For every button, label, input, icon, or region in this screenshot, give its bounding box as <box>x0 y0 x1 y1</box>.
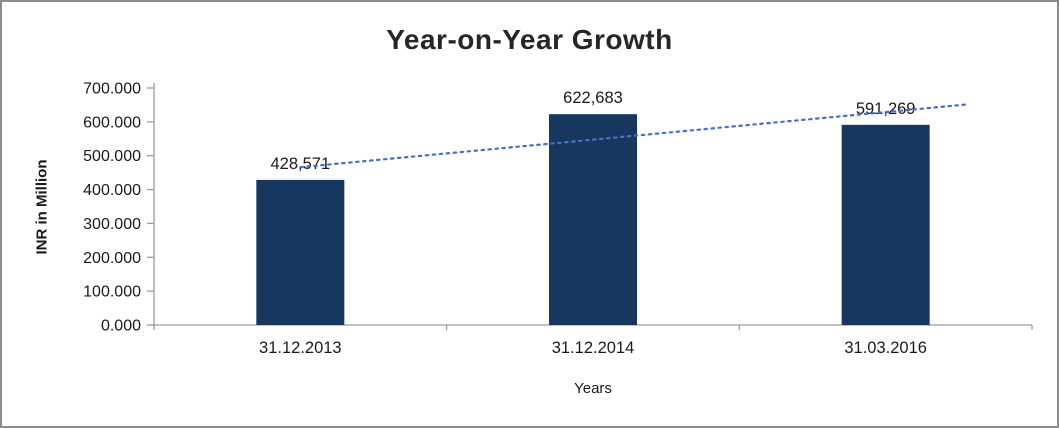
y-tick-label: 100.000 <box>83 284 141 301</box>
y-tick-label: 400.000 <box>83 182 141 199</box>
bar <box>841 124 930 326</box>
category-label: 31.03.2016 <box>844 339 927 357</box>
bar <box>549 114 637 325</box>
trendline <box>299 103 967 169</box>
bar <box>256 179 345 325</box>
x-axis-title: Years <box>574 380 612 397</box>
y-tick-label: 300.000 <box>83 216 141 233</box>
category-label: 31.12.2013 <box>259 339 342 357</box>
bar-value-label: 428,571 <box>271 155 331 173</box>
category-label: 31.12.2014 <box>552 339 635 357</box>
y-tick-label: 600.000 <box>83 114 141 131</box>
y-tick-label: 0.000 <box>101 318 141 335</box>
chart-title: Year-on-Year Growth <box>386 24 673 55</box>
bar-value-label: 622,683 <box>563 89 623 107</box>
y-tick-label: 700.000 <box>83 81 141 98</box>
y-tick-label: 500.000 <box>83 148 141 165</box>
y-tick-label: 200.000 <box>83 250 141 267</box>
